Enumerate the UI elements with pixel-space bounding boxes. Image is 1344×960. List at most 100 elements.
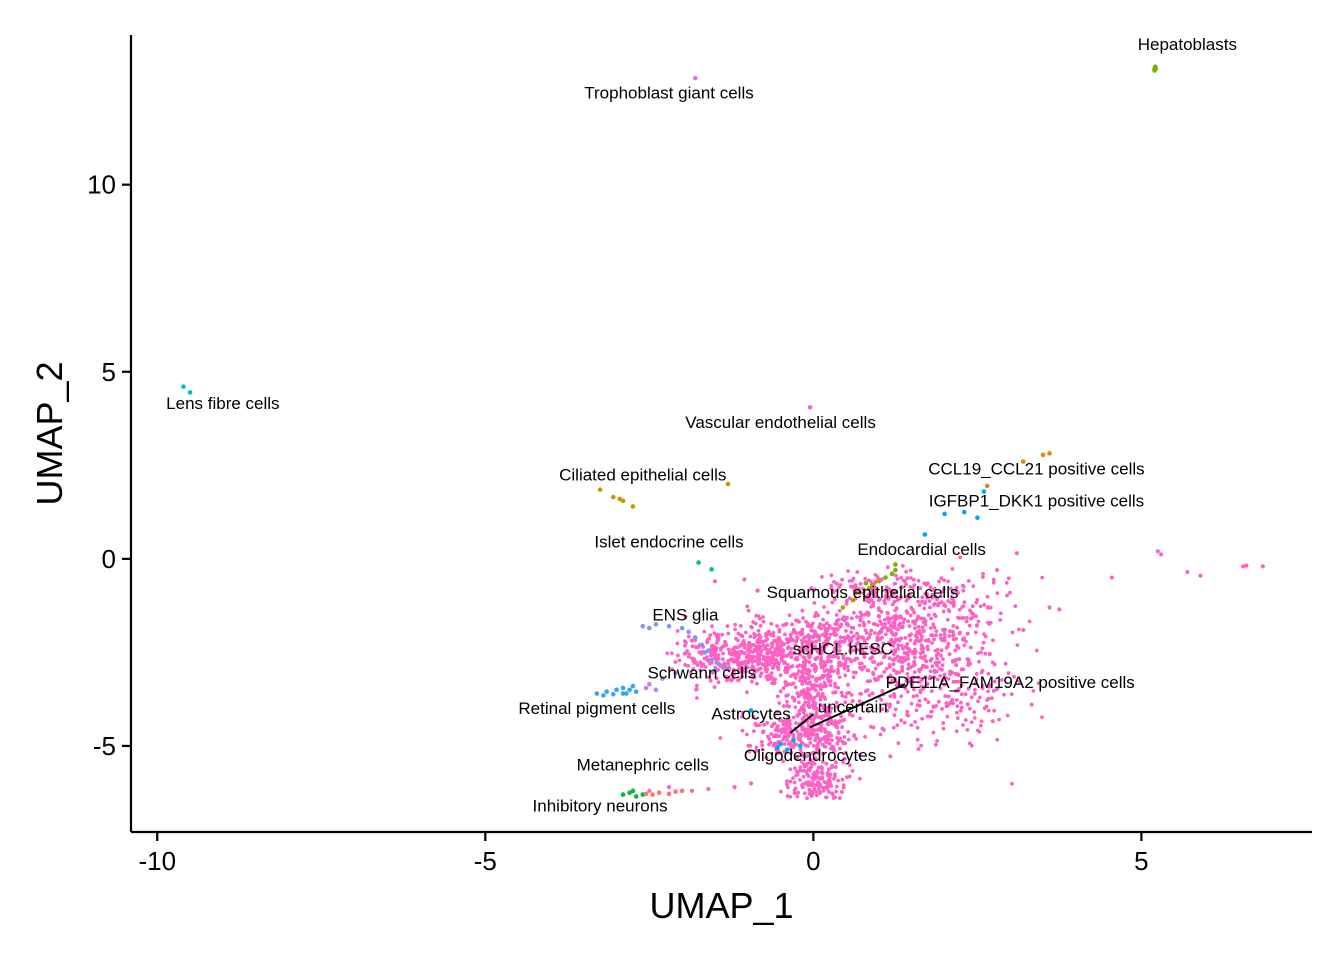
data-point: [843, 756, 847, 761]
data-point: [896, 627, 900, 632]
data-point: [981, 489, 987, 494]
data-point: [788, 746, 793, 751]
data-point: [986, 696, 991, 701]
data-point: [839, 789, 844, 794]
data-point: [863, 628, 868, 632]
data-point: [740, 728, 745, 733]
data-point: [779, 789, 783, 794]
data-point: [753, 621, 758, 626]
data-point: [888, 628, 893, 632]
data-point: [844, 629, 848, 633]
data-point: [795, 664, 800, 669]
data-point: [968, 661, 973, 666]
data-point: [905, 709, 910, 714]
data-point: [1014, 551, 1019, 556]
data-point: [927, 599, 932, 603]
data-point: [948, 586, 953, 591]
data-point: [759, 648, 764, 653]
data-point: [920, 655, 925, 660]
data-point: [810, 686, 814, 691]
data-point: [855, 631, 859, 636]
data-point: [827, 775, 832, 780]
data-point: [1012, 674, 1016, 679]
data-point: [760, 740, 764, 744]
data-point: [883, 575, 888, 580]
data-point: [742, 577, 747, 582]
data-point: [955, 625, 959, 630]
data-point: [1015, 643, 1020, 647]
data-point: [610, 692, 616, 697]
data-point: [918, 631, 923, 636]
data-point: [890, 678, 894, 683]
data-point: [925, 714, 930, 719]
data-point: [941, 726, 946, 731]
data-point: [689, 788, 695, 793]
data-point: [933, 601, 937, 606]
data-point: [630, 504, 636, 509]
data-point: [971, 612, 976, 616]
data-point: [917, 699, 922, 703]
data-point: [990, 696, 994, 701]
data-point: [915, 725, 920, 730]
data-point: [748, 781, 754, 786]
data-point: [715, 638, 720, 642]
data-point: [653, 687, 659, 693]
data-point: [851, 670, 856, 675]
data-point: [826, 712, 831, 716]
data-point: [837, 648, 842, 653]
cluster-label: Vascular endothelial cells: [685, 413, 876, 432]
data-point: [852, 648, 857, 653]
data-point: [814, 714, 819, 718]
data-point: [951, 604, 956, 608]
data-point: [806, 621, 810, 626]
data-point: [977, 695, 982, 700]
data-point: [896, 646, 900, 651]
data-point: [813, 750, 818, 755]
data-point: [915, 639, 920, 643]
data-point: [786, 652, 791, 657]
data-point: [945, 714, 950, 719]
data-point: [775, 653, 780, 658]
data-point: [847, 579, 852, 583]
data-point: [767, 629, 771, 634]
data-point: [988, 605, 993, 610]
data-point: [647, 625, 652, 631]
data-point: [959, 667, 964, 672]
data-point: [843, 695, 848, 699]
data-point: [972, 710, 977, 714]
data-point: [916, 599, 920, 604]
data-point: [740, 634, 745, 639]
data-point: [761, 654, 766, 659]
data-point: [975, 623, 979, 628]
data-point: [707, 675, 711, 680]
data-point: [814, 676, 818, 681]
data-point: [801, 648, 806, 653]
data-point: [698, 668, 703, 673]
data-point: [899, 595, 903, 600]
data-point: [958, 708, 963, 713]
data-point: [816, 765, 821, 770]
data-point: [826, 677, 830, 682]
data-point: [814, 611, 818, 615]
data-point: [922, 532, 928, 537]
data-point: [633, 794, 639, 799]
data-point: [884, 589, 889, 594]
data-point: [1005, 713, 1010, 718]
data-point: [1047, 605, 1052, 610]
data-point: [764, 755, 769, 760]
data-point: [825, 771, 830, 776]
data-point: [833, 765, 838, 769]
data-point: [813, 756, 818, 761]
data-point: [932, 625, 937, 630]
y-ticks: -5 0 5 10: [87, 170, 131, 761]
data-point: [895, 723, 900, 728]
data-point: [921, 646, 926, 651]
data-point: [830, 744, 835, 749]
data-point: [822, 727, 827, 732]
data-point: [783, 721, 788, 726]
data-point: [604, 689, 609, 694]
data-point: [961, 604, 966, 608]
data-point: [951, 591, 955, 595]
data-point: [744, 630, 748, 635]
data-point: [902, 617, 907, 622]
